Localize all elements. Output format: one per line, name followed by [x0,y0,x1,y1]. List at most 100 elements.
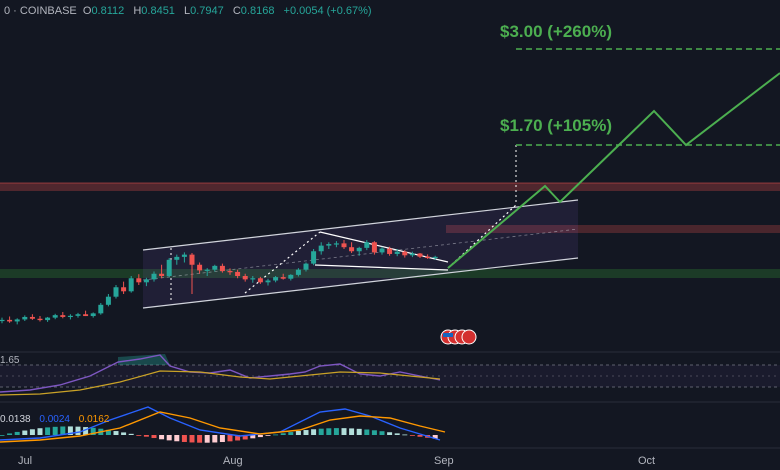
candle-body [303,263,309,270]
x-tick-label: Aug [223,455,243,467]
candle-body [265,280,271,283]
candle-body [181,254,187,257]
macd-histogram-bar [181,435,187,442]
macd-histogram-bar [227,435,233,442]
candle-body [22,316,28,320]
macd-histogram-bar [341,428,347,435]
macd-histogram-bar [303,430,309,435]
candle-body [349,247,355,252]
channel-fill [143,200,578,308]
resistance-zone-upper [0,183,780,191]
candle-body [29,316,35,319]
candle-body [7,319,13,322]
change-value: +0.0054 (+0.67%) [283,5,372,17]
macd-signal-value: 0.0024 [39,414,70,425]
macd-histogram-bar [250,435,256,439]
macd-histogram-bar [371,430,377,435]
macd-histogram-bar [83,427,89,435]
candle-body [318,245,324,252]
candle-body [364,242,370,248]
macd-histogram-bar [166,435,172,441]
macd-histogram-bar [242,435,248,440]
macd-histogram-bar [409,435,415,436]
high-key: H [133,5,142,17]
macd-histogram-bar [257,435,263,438]
candle-body [257,278,263,283]
target-label-170: $1.70 (+105%) [500,116,612,135]
candle-body [128,278,134,292]
projection-path [447,72,780,269]
candle-body [45,317,51,321]
macd-histogram-bar [29,429,35,435]
candle-body [311,251,317,264]
macd-histogram-bar [151,435,157,439]
macd-histogram-bar [22,430,28,435]
candle-body [387,248,393,254]
open-key: O [82,5,92,17]
candle-body [60,315,66,317]
x-tick-label: Oct [638,455,656,467]
candle-body [235,271,241,276]
candle-body [37,318,43,321]
close-value: 0.8168 [240,5,275,17]
macd-histogram-bar [417,435,423,437]
macd-line [0,406,441,441]
candle-body [288,274,294,279]
candle-body [432,256,438,259]
macd-histogram-bar [67,426,73,435]
candle-body [212,265,218,270]
flag-canton-icon [443,333,453,337]
low-key: L [184,5,191,17]
candles-group [0,240,438,325]
open-value: 0.8112 [91,5,125,17]
macd-histogram-bar [356,428,362,435]
candle-body [341,243,347,248]
macd-histogram-bar [75,426,81,435]
macd-histogram-bar [219,435,225,443]
macd-histogram-bar [318,428,324,435]
rsi-ma-line [0,370,441,396]
macd-histogram-bar [387,432,393,435]
macd-histogram-bar [364,429,370,435]
macd-line-value: 0.0138 [0,414,31,425]
candle-body [197,264,203,271]
macd-histogram-bar [128,433,134,435]
event-flags[interactable] [440,329,480,345]
macd-histogram-bar [204,435,210,443]
macd-histogram-bar [349,428,355,435]
resistance-zone-lower [446,225,780,233]
candle-body [227,271,233,273]
high-value: 0.8451 [141,5,175,17]
target-label-3: $3.00 (+260%) [500,22,612,41]
macd-hist-value: 0.0162 [78,414,110,425]
candle-body [242,276,248,280]
x-tick-label: Sep [434,455,454,467]
candle-body [379,248,385,253]
candle-body [14,319,20,322]
macd-histogram-bar [280,433,286,435]
macd-histogram-bar [394,433,400,435]
ohlc-header: 0 · COINBASE O0.8112 H0.8451 L0.7947 C0.… [4,5,378,17]
macd-histogram-bar [0,435,5,436]
candle-body [98,304,104,314]
candle-body [90,313,96,317]
candle-body [425,256,431,258]
candle-body [143,279,149,283]
macd-histogram-bar [295,430,301,435]
macd-histogram-bar [45,427,51,435]
event-icon[interactable] [461,329,477,345]
candle-body [409,253,415,256]
macd-histogram-bar [105,429,111,435]
support-zone [0,269,780,278]
macd-histogram-bar [136,435,142,436]
macd-histogram-bar [189,435,195,443]
macd-histogram-bar [159,435,165,440]
candle-body [219,265,225,272]
candle-body [52,315,58,318]
macd-histogram-bar [52,426,58,435]
macd-histogram-bar [197,435,203,443]
candle-body [67,315,73,318]
rsi-value: 1.65 [0,355,20,366]
flag-pole-dotted [244,231,321,294]
